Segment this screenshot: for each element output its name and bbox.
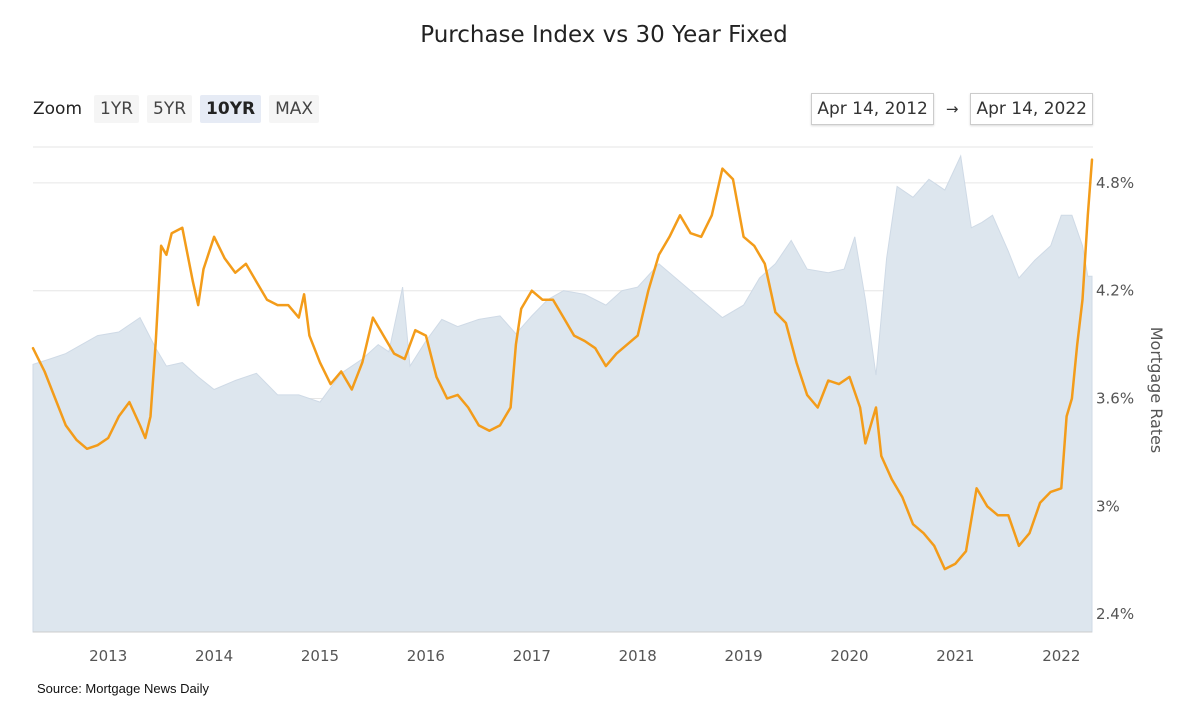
zoom-1yr-button[interactable]: 1YR bbox=[94, 95, 140, 123]
zoom-10yr-button[interactable]: 10YR bbox=[200, 95, 262, 123]
series-layer bbox=[31, 154, 1094, 633]
purchase-index-area bbox=[32, 154, 1093, 633]
x-tick-label: 2019 bbox=[724, 647, 762, 665]
date-range: Apr 14, 2012 → Apr 14, 2022 bbox=[811, 91, 1093, 127]
x-tick-label: 2013 bbox=[89, 647, 127, 665]
zoom-5yr-button[interactable]: 5YR bbox=[147, 95, 193, 123]
x-axis: 2013 2014 2015 2016 2017 2018 2019 2020 2021 2022 bbox=[33, 631, 1092, 665]
x-tick-label: 2014 bbox=[195, 647, 233, 665]
range-arrow-icon: → bbox=[945, 100, 959, 118]
zoom-max-button[interactable]: MAX bbox=[269, 95, 320, 123]
range-to-input[interactable]: Apr 14, 2022 bbox=[970, 93, 1093, 125]
y-tick-label: 4.8% bbox=[1096, 174, 1134, 192]
x-tick-label: 2015 bbox=[301, 647, 339, 665]
y-tick-label: 3% bbox=[1096, 497, 1120, 515]
zoom-bar: Zoom 1YR 5YR 10YR MAX bbox=[33, 92, 320, 126]
y-tick-label: 4.2% bbox=[1096, 282, 1134, 300]
y-tick-label: 2.4% bbox=[1096, 605, 1134, 623]
thirty-year-fixed-line bbox=[31, 158, 1094, 571]
y-axis-title: Mortgage Rates bbox=[1147, 327, 1166, 454]
source-note: Source: Mortgage News Daily bbox=[37, 681, 209, 696]
x-tick-label: 2022 bbox=[1042, 647, 1080, 665]
x-tick-label: 2020 bbox=[830, 647, 868, 665]
x-tick-label: 2018 bbox=[619, 647, 657, 665]
chart-title: Purchase Index vs 30 Year Fixed bbox=[420, 22, 788, 48]
y-axis: 2.4% 3% 3.6% 4.2% 4.8% bbox=[1096, 174, 1134, 623]
x-tick-label: 2017 bbox=[513, 647, 551, 665]
range-from-input[interactable]: Apr 14, 2012 bbox=[811, 93, 934, 125]
y-tick-label: 3.6% bbox=[1096, 389, 1134, 407]
x-tick-label: 2016 bbox=[407, 647, 445, 665]
zoom-label: Zoom bbox=[33, 99, 83, 119]
x-tick-label: 2021 bbox=[936, 647, 974, 665]
